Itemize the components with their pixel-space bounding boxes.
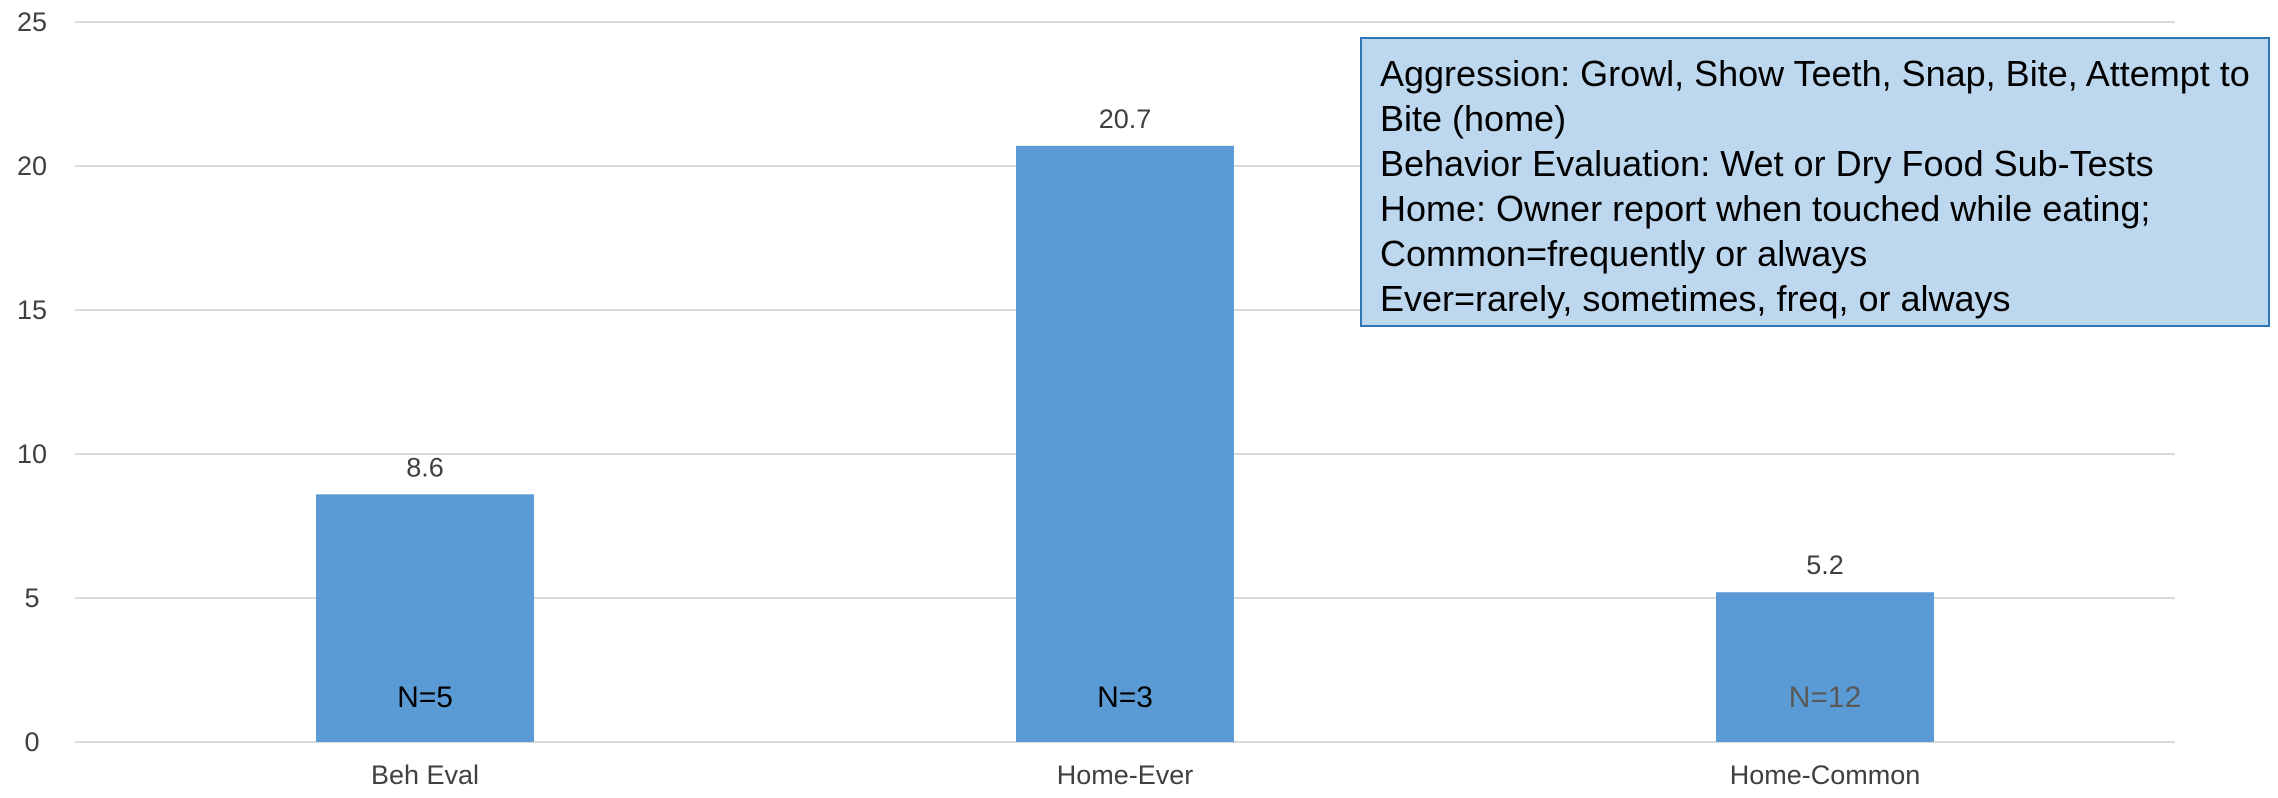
bar-2 [1016,145,1234,743]
y-tick-label-20: 20 [17,151,47,181]
y-tick-label-15: 15 [17,295,47,325]
bars: 8.6 N=5 20.7 N=3 5.2 N=12 [316,104,1934,743]
y-tick-label-5: 5 [24,583,39,613]
bar-annotation-3: N=12 [1789,681,1862,714]
note-line-behavior-evaluation: Behavior Evaluation: Wet or Dry Food Sub… [1380,143,2154,184]
y-tick-label-10: 10 [17,439,47,469]
data-label-1: 8.6 [406,452,444,482]
data-label-3: 5.2 [1806,550,1844,580]
x-tick-label-2: Home-Ever [1057,760,1194,790]
y-axis-tick-labels: 0 5 10 15 20 25 [17,7,47,757]
note-line-ever: Ever=rarely, sometimes, freq, or always [1380,278,2011,319]
note-box: Aggression: Growl, Show Teeth, Snap, Bit… [1360,37,2270,327]
bar-annotation-2: N=3 [1097,681,1153,714]
x-axis-tick-labels: Beh Eval Home-Ever Home-Common [371,760,1920,790]
note-line-home: Home: Owner report when touched while ea… [1380,188,2151,274]
bar-1 [316,494,534,742]
x-tick-label-3: Home-Common [1730,760,1921,790]
data-label-2: 20.7 [1099,104,1152,134]
x-tick-label-1: Beh Eval [371,760,479,790]
y-tick-label-25: 25 [17,7,47,37]
bar-annotation-1: N=5 [397,681,453,714]
bar-3 [1716,592,1934,742]
note-line-aggression: Aggression: Growl, Show Teeth, Snap, Bit… [1380,53,2250,139]
y-tick-label-0: 0 [24,727,39,757]
